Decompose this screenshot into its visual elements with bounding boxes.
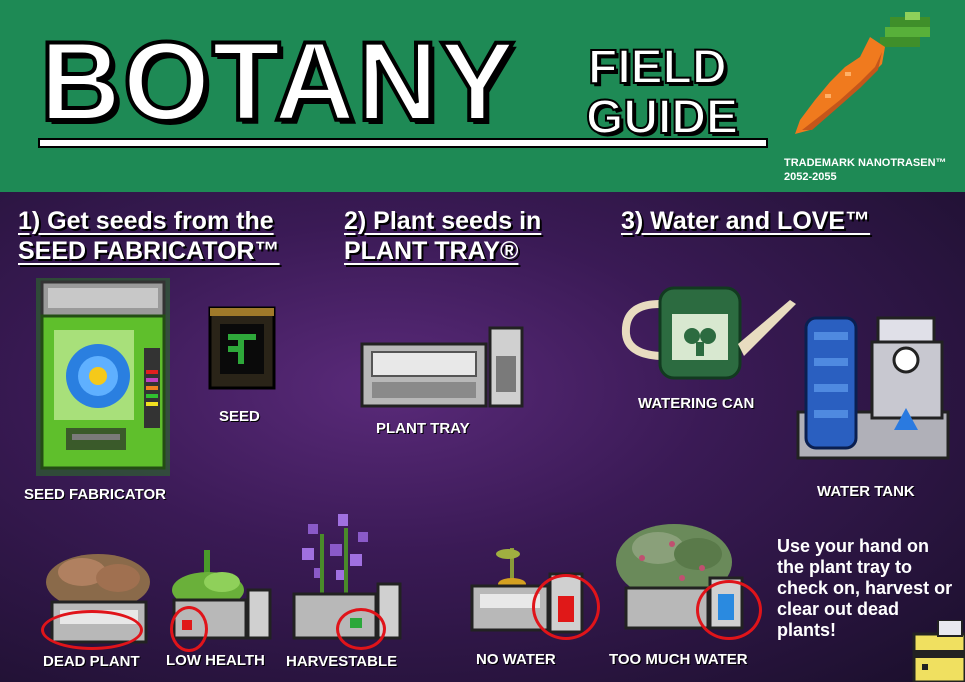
- seed-label: SEED: [219, 408, 260, 425]
- title-underline: [38, 138, 768, 148]
- water-tank-label: WATER TANK: [817, 483, 915, 500]
- instructions-text: Use your hand on the plant tray to check…: [777, 536, 953, 640]
- dead-plant-label: DEAD PLANT: [43, 653, 140, 670]
- no-water-indicator: [532, 574, 600, 640]
- seed-packet-icon: [208, 306, 276, 390]
- harvestable-indicator: [336, 608, 386, 650]
- too-much-water-indicator: [696, 580, 762, 640]
- seed-fabricator-icon: [36, 278, 170, 476]
- subtitle-guide: GUIDE: [585, 91, 739, 144]
- plant-tray-label: PLANT TRAY: [376, 420, 470, 437]
- harvestable-label: HARVESTABLE: [286, 653, 398, 670]
- step-2-line1: 2) Plant seeds in: [344, 207, 542, 235]
- too-much-water-label: TOO MUCH WATER: [609, 651, 748, 668]
- header-banner: BOTANY FIELD GUIDE TRADEMARK NANOTRASEN™…: [0, 0, 965, 192]
- low-health-label: LOW HEALTH: [166, 652, 265, 669]
- seed-fabricator-label: SEED FABRICATOR: [24, 486, 166, 503]
- trademark-text: TRADEMARK NANOTRASEN™ 2052-2055: [784, 156, 947, 184]
- step-3-line1: 3) Water and LOVE™: [621, 207, 871, 235]
- page-title: BOTANY: [38, 19, 517, 144]
- watering-can-icon: [621, 286, 796, 380]
- subtitle-field: FIELD: [587, 41, 728, 94]
- watering-can-label: WATERING CAN: [638, 395, 755, 412]
- low-health-indicator: [170, 606, 208, 652]
- water-tank-icon: [796, 316, 950, 460]
- trademark-line: TRADEMARK NANOTRASEN™: [784, 157, 947, 169]
- step-1-line2: SEED FABRICATOR™: [18, 237, 280, 265]
- plant-tray-icon: [360, 326, 524, 408]
- bee-icon: [912, 620, 965, 682]
- step-1-line1: 1) Get seeds from the: [18, 207, 274, 235]
- dead-plant-indicator: [41, 610, 143, 650]
- no-water-label: NO WATER: [476, 651, 556, 668]
- step-2-line2: PLANT TRAY®: [344, 237, 519, 265]
- step-3: 3) Water and LOVE™: [621, 206, 870, 236]
- carrot-icon: [795, 12, 930, 134]
- trademark-years: 2052-2055: [784, 171, 837, 183]
- step-2: 2) Plant seeds in PLANT TRAY®: [344, 206, 541, 266]
- step-1: 1) Get seeds from the SEED FABRICATOR™: [18, 206, 280, 266]
